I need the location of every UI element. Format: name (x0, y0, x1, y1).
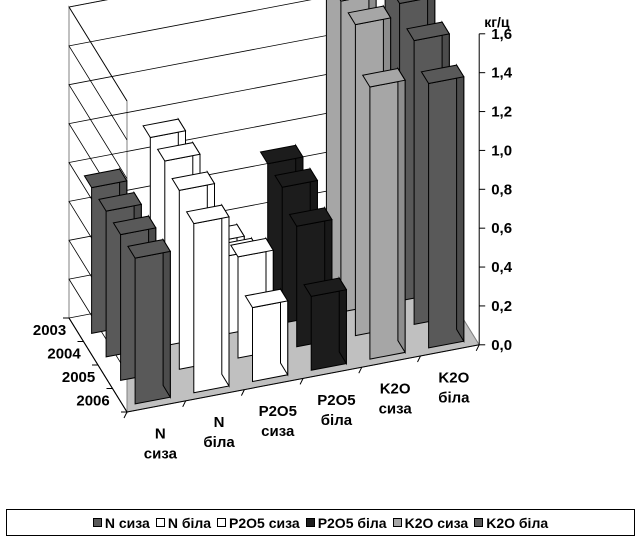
bar (127, 237, 172, 405)
value-tick-label: 0,8 (491, 181, 512, 198)
year-label: 2004 (47, 345, 81, 362)
category-label: N (214, 414, 225, 431)
chart-bars (83, 0, 465, 405)
legend-swatch (92, 518, 102, 527)
legend-label: K2O біла (486, 514, 549, 531)
value-tick-label: 0,6 (491, 220, 512, 237)
bar-side (162, 237, 171, 399)
category-tick (240, 389, 245, 396)
bar-top (185, 204, 230, 225)
value-tick-label: 0,0 (491, 337, 512, 354)
value-tick-label: 1,0 (491, 142, 512, 159)
bar (303, 276, 348, 371)
value-tick-label: 1,6 (491, 26, 512, 43)
legend-item: P2O5 сиза (217, 515, 300, 531)
category-label: сиза (261, 423, 295, 440)
category-tick (417, 355, 421, 363)
bar-top (420, 64, 465, 85)
category-tick (299, 378, 304, 385)
bar-top (274, 168, 319, 188)
bar (420, 63, 465, 349)
bar-top (339, 0, 350, 2)
legend-item: N біла (155, 514, 212, 531)
legend-label: N біла (167, 514, 212, 531)
bar-top (171, 171, 216, 191)
value-tick-label: 0,2 (491, 298, 512, 315)
year-label: 2006 (76, 392, 109, 409)
bar-top (406, 21, 451, 42)
legend-label: N сиза (104, 514, 150, 531)
bar-top (347, 5, 392, 26)
bar-top (142, 118, 187, 139)
bar-side (456, 63, 465, 343)
legend-item: K2O сиза (392, 514, 469, 531)
chart-axes (63, 33, 486, 419)
legend-item: N сиза (92, 514, 150, 531)
bar-top (244, 288, 289, 309)
bar-top (303, 277, 348, 297)
legend-label: P2O5 сиза (229, 514, 300, 531)
category-label: біла (438, 389, 470, 406)
legend-swatch (474, 518, 484, 527)
legend-item: K2O біла (474, 515, 548, 531)
bar-top (361, 67, 406, 88)
legend-label: P2O5 біла (317, 514, 387, 531)
bar-side (221, 203, 230, 388)
bar-top (259, 144, 304, 165)
bar-top (229, 237, 275, 258)
category-tick (475, 344, 480, 352)
category-label: сиза (144, 445, 178, 462)
gridline (68, 17, 422, 179)
bar-top (156, 142, 201, 162)
bar-top (127, 239, 172, 259)
gridline (68, 0, 128, 102)
bar-top (98, 192, 143, 212)
legend-swatch (217, 518, 227, 527)
category-label: P2O5 (259, 403, 297, 420)
bar (244, 287, 289, 383)
category-tick (123, 411, 128, 419)
category-label: K2O (438, 369, 469, 386)
category-label: P2O5 (317, 392, 355, 409)
category-label: біла (321, 412, 353, 429)
legend-item: P2O5 біла (305, 514, 387, 531)
category-label: N (155, 425, 166, 442)
year-label: 2003 (33, 322, 66, 339)
bar-top (83, 168, 128, 189)
bar-top (396, 0, 421, 5)
category-tick (182, 400, 187, 408)
year-label: 2005 (62, 369, 95, 386)
legend-label: K2O сиза (404, 514, 469, 531)
gridline (68, 0, 312, 141)
legend-swatch (392, 518, 402, 527)
bar-top (112, 215, 157, 236)
category-tick (358, 366, 363, 374)
category-label: біла (203, 434, 235, 451)
value-tick-label: 1,4 (491, 65, 513, 82)
legend-swatch (305, 518, 315, 527)
bar-top (288, 207, 333, 227)
bar-side (397, 66, 406, 355)
value-tick-label: 1,2 (491, 104, 512, 121)
bar (361, 66, 406, 360)
category-label: сиза (379, 401, 413, 418)
legend-swatch (155, 518, 165, 527)
value-tick-label: 0,4 (491, 259, 513, 276)
legend: N сиза N біла P2O5 сиза P2O5 біла K2O сиза K2… (6, 509, 635, 536)
bar (185, 203, 230, 394)
unit-label: кг/ц (484, 14, 510, 30)
category-label: K2O (380, 381, 411, 398)
